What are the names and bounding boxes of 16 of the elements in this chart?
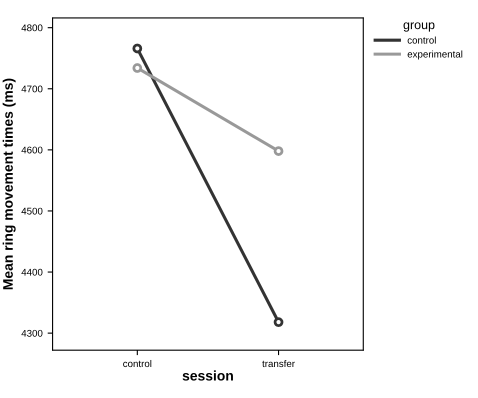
x-axis-title: session [182,370,233,381]
legend-title: group [404,22,434,32]
point [132,44,142,54]
x-tick-label: transfer [262,360,295,368]
y-tick-label: 4700 [21,86,42,92]
y-tick-label: 4400 [21,268,42,276]
y-axis-title: Mean ring movement times (ms) [2,78,16,290]
y-tick-label: 4500 [21,208,42,215]
legend-label: control [408,36,436,44]
point [274,146,284,156]
point [132,63,142,73]
point [274,317,284,327]
y-tick-label: 4800 [21,24,42,32]
y-tick-label: 4600 [21,146,42,154]
y-tick-label: 4300 [21,330,42,337]
legend-label: experimental [408,50,462,60]
